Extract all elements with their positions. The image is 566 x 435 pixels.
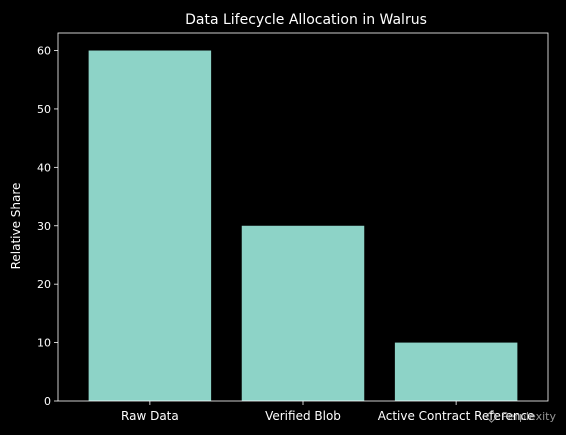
x-tick-label: Active Contract Reference [378,409,535,423]
y-tick-label: 60 [37,45,51,58]
perplexity-logo-icon [485,410,499,423]
y-tick-label: 0 [44,395,51,408]
watermark: Perplexity [485,410,556,423]
y-tick-label: 50 [37,103,51,116]
watermark-text: Perplexity [501,410,556,423]
y-tick-label: 10 [37,337,51,350]
y-tick-label: 20 [37,278,51,291]
x-tick-label: Verified Blob [265,409,341,423]
y-tick-label: 30 [37,220,51,233]
bar-active-contract-reference [394,342,518,401]
x-tick-label: Raw Data [121,409,179,423]
y-axis-label: Relative Share [9,183,23,270]
bar-verified-blob [241,225,365,401]
y-tick-label: 40 [37,161,51,174]
chart-title: Data Lifecycle Allocation in Walrus [185,12,427,28]
plot-area: 0 10 20 30 40 50 60 Raw Data Verified Blob Active… [37,32,549,423]
bar-raw-data [88,50,212,402]
